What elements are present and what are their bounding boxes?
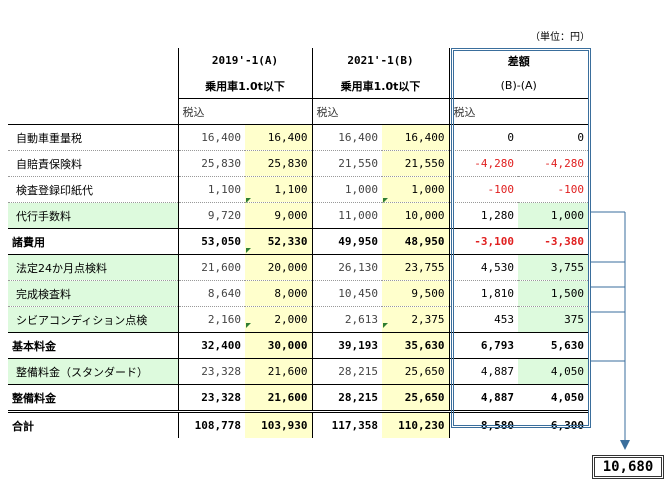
- table-row: 代行手数料 9,720 9,000 11,000 10,000 1,280 1,…: [8, 202, 588, 229]
- table-row: シビアコンディション点検 2,160 2,000 2,613 2,375 453…: [8, 306, 588, 333]
- arrow-down-icon: [620, 440, 630, 450]
- grand-difference-box: 10,680: [592, 455, 664, 479]
- col-a-subtitle: 乗用車1.0t以下: [177, 73, 312, 99]
- comment-indicator-icon: [246, 248, 251, 253]
- comment-indicator-icon: [383, 198, 388, 203]
- comment-indicator-icon: [383, 323, 388, 328]
- table-row-subtotal: 整備料金 23,328 21,600 28,215 25,650 4,887 4…: [8, 384, 588, 412]
- tax-label-a: 税込: [177, 98, 245, 125]
- unit-label: （単位：円）: [530, 32, 590, 43]
- table-row-subtotal: 諸費用 53,050 52,330 49,950 48,950 -3,100 -…: [8, 228, 588, 255]
- tax-label-diff: 税込: [448, 98, 518, 125]
- comment-indicator-icon: [246, 198, 251, 203]
- table-row: 自賠責保険料 25,830 25,830 21,550 21,550 -4,28…: [8, 150, 588, 177]
- col-diff-title: 差額: [448, 48, 588, 73]
- table-row: 法定24か月点検料 21,600 20,000 26,130 23,755 4,…: [8, 254, 588, 281]
- table-row-subtotal: 基本料金 32,400 30,000 39,193 35,630 6,793 5…: [8, 332, 588, 359]
- tax-label-b: 税込: [311, 98, 382, 125]
- table-row-total: 合計 108,778 103,930 117,358 110,230 8,580…: [8, 410, 588, 438]
- cost-comparison-table: 2019'-1(A) 2021'-1(B) 差額 乗用車1.0t以下 乗用車1.…: [8, 48, 588, 438]
- table-row: 検査登録印紙代 1,100 1,100 1,000 1,000 -100 -10…: [8, 176, 588, 203]
- col-b-title: 2021'-1(B): [311, 48, 449, 73]
- col-b-subtitle: 乗用車1.0t以下: [311, 73, 449, 99]
- comment-indicator-icon: [246, 323, 251, 328]
- col-a-title: 2019'-1(A): [177, 48, 312, 73]
- table-row: 自動車重量税 16,400 16,400 16,400 16,400 0 0: [8, 124, 588, 151]
- col-diff-subtitle: (B)-(A): [448, 73, 588, 99]
- table-row: 整備料金（スタンダード） 23,328 21,600 28,215 25,650…: [8, 358, 588, 385]
- table-row: 完成検査料 8,640 8,000 10,450 9,500 1,810 1,5…: [8, 280, 588, 307]
